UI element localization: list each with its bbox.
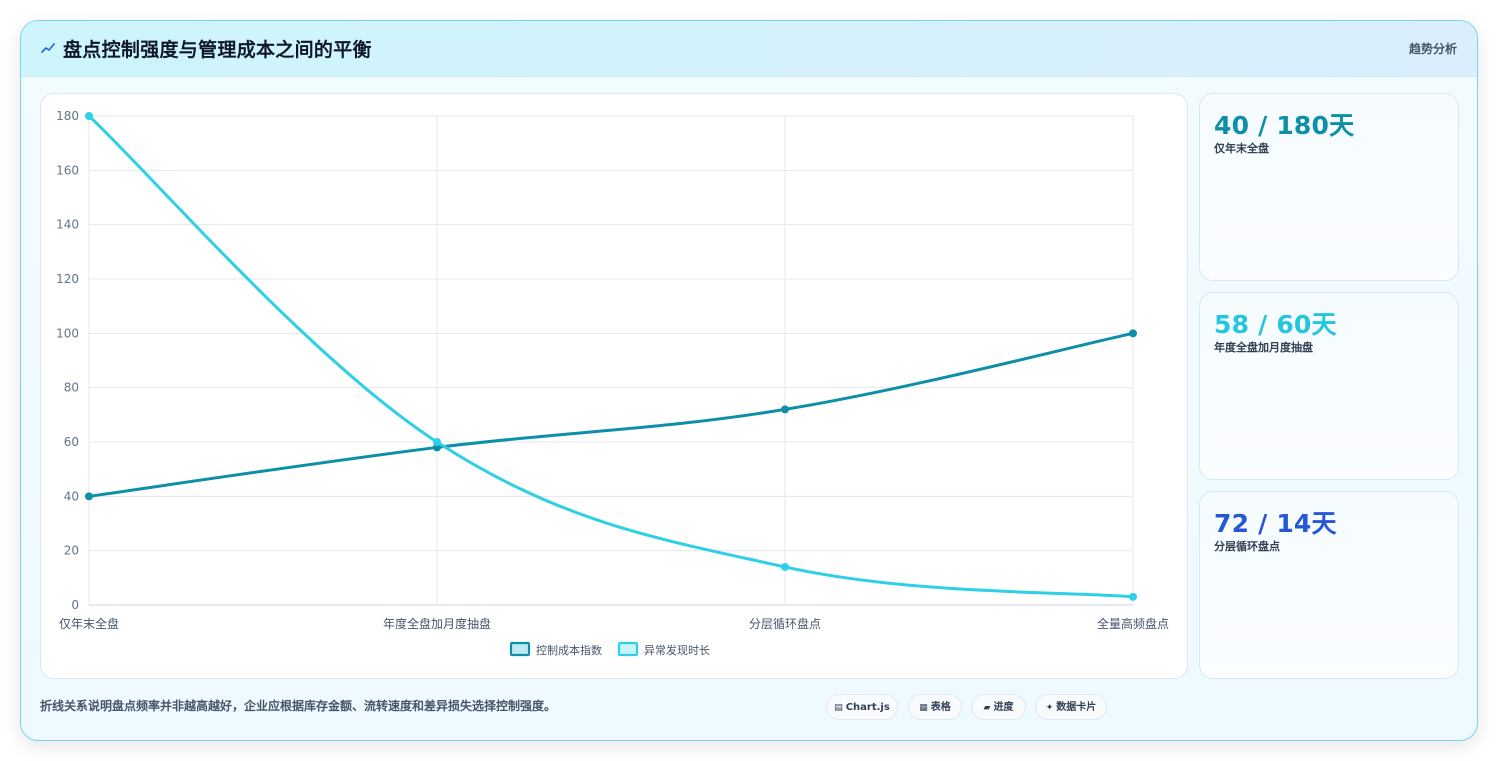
y-tick-label: 0 — [71, 598, 79, 612]
pill-label: 表格 — [930, 702, 951, 713]
y-tick-label: 20 — [64, 544, 79, 558]
y-tick-label: 160 — [56, 163, 79, 177]
stat-label: 仅年末全盘 — [1214, 142, 1269, 155]
y-tick-label: 40 — [64, 489, 79, 503]
stat-label: 年度全盘加月度抽盘 — [1214, 341, 1313, 354]
data-point — [1129, 592, 1137, 601]
legend-label: 异常发现时长 — [644, 643, 710, 657]
pill-label: 数据卡片 — [1056, 702, 1097, 713]
footnote: 折线关系说明盘点频率并非越高越好，企业应根据库存金额、流转速度和差异损失选择控制… — [40, 699, 557, 713]
card-icon: ✦ — [1045, 703, 1054, 713]
legend-label: 控制成本指数 — [536, 643, 602, 657]
series-line-2 — [87, 114, 1135, 599]
y-tick-label: 140 — [56, 218, 79, 232]
stat-card-2: 58 / 60天 年度全盘加月度抽盘 — [1199, 292, 1459, 480]
data-point — [781, 405, 789, 414]
x-tick-label: 分层循环盘点 — [749, 616, 821, 631]
series-line-1 — [87, 331, 1135, 498]
data-point — [781, 562, 789, 571]
data-point — [85, 492, 93, 501]
table-icon: ▦ — [919, 703, 928, 713]
chart-panel: 0 20 40 60 80 100 120 140 160 180 仅年末全盘 年度全盘加月度抽盘 分层… — [40, 93, 1188, 679]
page-title: 盘点控制强度与管理成本之间的平衡 — [63, 39, 372, 61]
y-tick-label: 100 — [56, 326, 79, 340]
chart-trend-icon — [41, 41, 55, 55]
pill-label: Chart.js — [845, 702, 890, 713]
pill-progress[interactable]: ▰ 进度 — [971, 694, 1026, 720]
x-tick-label: 仅年末全盘 — [59, 616, 119, 631]
data-point — [1129, 329, 1137, 338]
stat-card-3: 72 / 14天 分层循环盘点 — [1199, 491, 1459, 679]
data-point — [85, 112, 93, 120]
progress-icon: ▰ — [983, 703, 991, 713]
x-tick-label: 年度全盘加月度抽盘 — [383, 616, 491, 631]
stat-label: 分层循环盘点 — [1214, 540, 1280, 553]
stat-value: 58 / 60天 — [1214, 310, 1337, 339]
card-header: 盘点控制强度与管理成本之间的平衡 趋势分析 — [21, 21, 1477, 77]
y-tick-label: 180 — [56, 109, 79, 123]
data-point — [433, 438, 441, 446]
y-tick-label: 120 — [56, 272, 79, 286]
pill-label: 进度 — [993, 702, 1014, 713]
y-tick-label: 80 — [64, 381, 79, 395]
y-tick-label: 60 — [64, 435, 79, 449]
line-chart: 0 20 40 60 80 100 120 140 160 180 仅年末全盘 年度全盘加月度抽盘 分层… — [56, 109, 1169, 657]
pill-table[interactable]: ▦ 表格 — [908, 694, 962, 720]
pill-data-card[interactable]: ✦ 数据卡片 — [1035, 694, 1107, 720]
chart-icon: ▤ — [834, 703, 843, 713]
legend-swatch — [509, 641, 531, 657]
stat-card-1: 40 / 180天 仅年末全盘 — [1199, 93, 1459, 281]
pill-chartjs[interactable]: ▤ Chart.js — [826, 694, 898, 720]
stat-value: 40 / 180天 — [1214, 111, 1355, 140]
x-tick-label: 全量高频盘点 — [1097, 616, 1169, 631]
chart-card: 盘点控制强度与管理成本之间的平衡 趋势分析 0 20 40 60 80 100 120 140… — [20, 20, 1478, 741]
stat-value: 72 / 14天 — [1214, 509, 1337, 538]
legend-swatch — [617, 641, 639, 657]
trend-tag: 趋势分析 — [1408, 42, 1457, 56]
